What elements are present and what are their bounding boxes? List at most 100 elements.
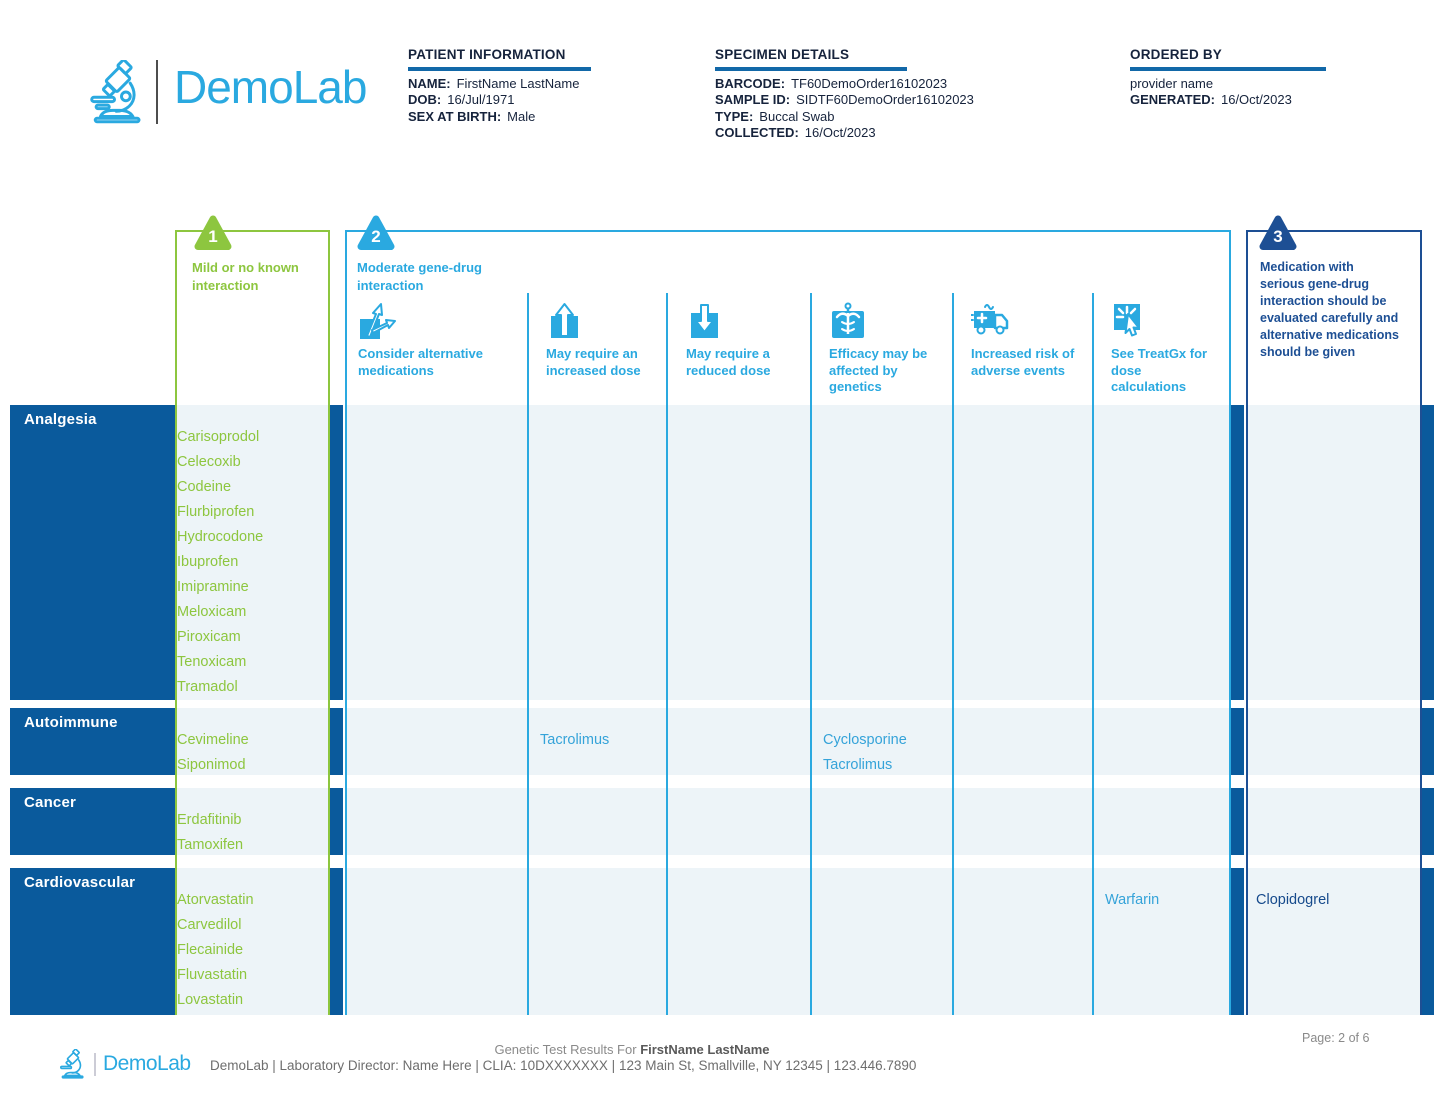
level3-cell-text [1256,405,1414,700]
drug-name: Tenoxicam [177,654,247,670]
subcolumn-cell [679,708,797,775]
row-strip [1231,788,1244,855]
field-value: SIDTF60DemoOrder16102023 [796,92,974,107]
drug-name: Piroxicam [177,629,241,645]
drug-name: Flecainide [177,942,244,958]
drug-name: Flurbiprofen [177,504,255,520]
drug-name: Tamoxifen [177,837,244,853]
level2-badge: 2 [357,215,395,250]
row-strip [330,708,343,775]
subcolumn-label: Consider alternative medications [358,346,483,378]
drug-name: Siponimod [177,757,246,773]
info-field: TYPE: Buccal Swab [715,109,974,126]
ordered-by-block: ORDERED BY provider name GENERATED: 16/Oc… [1130,47,1326,109]
subcolumn-cell: Cyclosporine Tacrolimus [823,708,939,775]
subcolumn-cell [679,788,797,855]
category-label: Cancer [24,794,77,811]
drug-name: Erdafitinib [177,812,242,828]
level1-badge: 1 [194,215,232,250]
specimen-details-fields: BARCODE: TF60DemoOrder16102023 SAMPLE ID: S… [715,76,974,142]
level3-badge: 3 [1259,215,1297,250]
drug-name: Imipramine [177,579,249,595]
field-label: SEX AT BIRTH: [408,108,502,124]
field-value: TF60DemoOrder16102023 [791,75,948,91]
increased-dose-icon [551,303,578,338]
info-field: SAMPLE ID: SIDTF60DemoOrder16102023 [715,92,974,109]
drug-name: Cevimeline [177,732,249,748]
row-strip [1422,868,1434,1015]
category-label: Cardiovascular [24,874,136,891]
category-cell: Cancer [10,788,175,855]
subcolumn-divider [1092,293,1094,1015]
field-value: 16/Oct/2023 [804,125,876,140]
row-strip [1231,868,1244,1015]
provider-name: provider name [1130,75,1214,91]
level2-cell-background [347,868,1229,1015]
row-strip [1422,788,1434,855]
subcolumn-cell [823,788,939,855]
subcolumn-cell: Tacrolimus [540,708,653,775]
subcolumn-cell [1105,788,1216,855]
drug-name: Clopidogrel [1256,892,1330,908]
level1-label: Mild or no known interaction [192,260,299,293]
row-strip [1231,708,1244,775]
drug-name: Celecoxib [177,454,241,470]
ordered-by-fields: GENERATED: 16/Oct/2023 [1130,92,1326,109]
info-field: NAME: FirstName LastName [408,76,591,93]
level1-cell: Cevimeline Siponimod [177,708,328,775]
patient-information-block: PATIENT INFORMATION NAME: FirstName LastN… [408,47,591,125]
drug-name: Ibuprofen [177,554,239,570]
subcolumn-label: See TreatGx for dose calculations [1111,346,1208,394]
subcolumn-divider [810,293,812,1015]
field-value: 16/Oct/2023 [1220,92,1292,107]
field-value: Buccal Swab [759,108,835,124]
subcolumn-cell [360,708,514,775]
drug-name: Atorvastatin [177,892,254,908]
subcolumn-cell [540,788,653,855]
level2-number: 2 [371,227,380,246]
level2-cell-background [347,405,1229,700]
subcolumn-divider [666,293,668,1015]
subcolumn-cell [1105,708,1216,775]
field-label: BARCODE: [715,75,786,91]
alternative-medications-icon [360,303,396,339]
footer-results-line: Genetic Test Results For FirstName LastN… [0,1042,1264,1057]
brand-wordmark: DemoLab [174,61,367,113]
drug-name: Warfarin [1105,892,1160,908]
field-value: FirstName LastName [456,75,580,91]
level2-label: Moderate gene-drug interaction [357,260,482,293]
level3-cell [1248,405,1420,700]
efficacy-genetics-icon [832,302,864,338]
subcolumn-cell [360,868,514,1015]
subcolumn-divider [952,293,954,1015]
field-value: 16/Jul/1971 [447,92,515,107]
row-strip [1422,405,1434,700]
drug-name: Carisoprodol [177,429,260,445]
page-number: Page: 2 of 6 [1302,1031,1370,1045]
footer-results-name: FirstName LastName [640,1042,770,1057]
subcolumn-cell [360,405,514,700]
level1-number: 1 [208,227,217,246]
table-row: Cancer Erdafitinib Tamoxifen [0,788,1456,855]
footer-brand: DemoLab [103,1052,191,1075]
footer-lab-info: DemoLab | Laboratory Director: Name Here… [210,1058,917,1073]
drug-name: Carvedilol [177,917,242,933]
category-cell: Autoimmune [10,708,175,775]
drug-name: Lovastatin [177,992,244,1008]
row-strip [330,405,343,700]
field-label: COLLECTED: [715,125,799,140]
field-label: NAME: [408,75,451,91]
drug-name: Tramadol [177,679,238,695]
patient-information-fields: NAME: FirstName LastName DOB: 16/Jul/1971 SE… [408,76,591,126]
subcolumn-cell [965,708,1079,775]
subcolumn-label: Efficacy may be affected by genetics [829,346,928,394]
subcolumn-cell [965,405,1079,700]
subcolumn-cell: Warfarin [1105,868,1216,1015]
subcolumn-cell [823,405,939,700]
field-label: TYPE: [715,108,754,124]
table-row: Cardiovascular Atorvastatin Carvedilol Flec… [0,868,1456,1015]
specimen-details-heading: SPECIMEN DETAILS [715,47,907,71]
ordered-by-heading: ORDERED BY [1130,47,1326,71]
drug-name: Cyclosporine [823,732,907,748]
